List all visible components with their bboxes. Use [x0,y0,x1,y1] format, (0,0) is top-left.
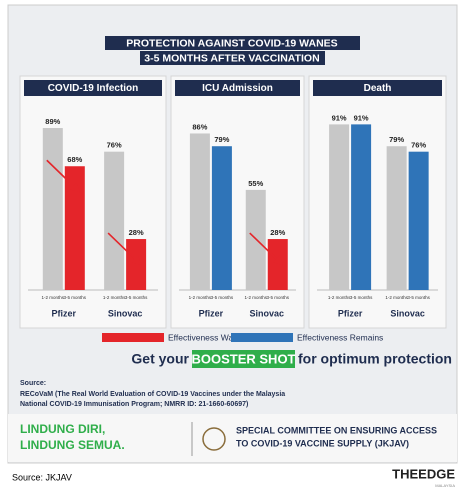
x-tick-label: Pfizer [52,308,77,318]
panel-title: ICU Admission [202,83,273,94]
x-tick-label: Sinovac [250,308,285,318]
value-label: 86% [192,122,207,131]
bar [64,166,85,290]
value-label: 91% [332,113,347,122]
value-label: 91% [354,113,369,122]
value-label: 79% [214,135,229,144]
panel-header [24,80,162,96]
period-label: 1-2 months [42,295,65,300]
legend-label: Effectiveness Wanes [168,332,247,342]
bar [126,239,147,290]
period-label: 1-2 months [385,295,408,300]
bar [189,133,210,290]
bar [329,124,350,290]
legend-swatch [102,333,164,342]
value-label: 55% [248,179,263,188]
bar [408,151,429,290]
credit: Source: JKJAV [12,472,72,482]
bar [104,151,125,290]
brand-region: MALAYSIA [435,483,455,488]
slogan: LINDUNG DIRI, [20,422,105,436]
brand: THEEDGE [392,466,455,481]
committee: SPECIAL COMMITTEE ON ENSURING ACCESS [236,425,437,435]
title-box [140,51,325,65]
source-line: National COVID-19 Immunisation Program; … [20,401,248,408]
title-box [105,36,360,50]
period-label: 1-2 months [328,295,351,300]
x-tick-label: Pfizer [199,308,224,318]
period-label: 3-5 months [64,295,87,300]
crest [202,427,226,451]
value-label: 68% [67,155,82,164]
value-label: 76% [411,141,426,150]
footer-band [8,414,457,462]
period-label: 3-5 months [125,295,148,300]
period-label: 3-5 months [211,295,234,300]
committee: TO COVID-19 VACCINE SUPPLY (JKJAV) [236,438,409,448]
value-label: 28% [129,228,144,237]
x-tick-label: Sinovac [108,308,143,318]
value-label: 89% [45,117,60,126]
trend-arrow [46,159,81,193]
booster-highlight: BOOSTER SHOT [191,351,295,366]
value-label: 28% [270,228,285,237]
trend-arrow [107,232,142,266]
booster-box [192,350,295,368]
title: PROTECTION AGAINST COVID-19 WANES [126,37,337,49]
panel-title: COVID-19 Infection [48,83,139,94]
panel-header [313,80,442,96]
x-tick-label: Sinovac [390,308,425,318]
period-label: 1-2 months [245,295,268,300]
bar [211,146,232,290]
period-label: 3-5 months [407,295,430,300]
title: 3-5 MONTHS AFTER VACCINATION [144,52,319,64]
period-label: 3-5 months [267,295,290,300]
legend-swatch [231,333,293,342]
bar [351,124,372,290]
booster-text: Get your [131,351,189,367]
value-label: 76% [107,141,122,150]
bar [386,146,407,290]
period-label: 3-5 months [350,295,373,300]
panel-header [175,80,300,96]
period-label: 1-2 months [189,295,212,300]
booster-text: for optimum protection [298,351,452,367]
x-tick-label: Pfizer [338,308,363,318]
slogan: LINDUNG SEMUA. [20,438,125,452]
bar [42,128,63,290]
source-heading: Source: [20,380,46,387]
bar [267,239,288,290]
period-label: 1-2 months [103,295,126,300]
value-label: 79% [389,135,404,144]
legend-label: Effectiveness Remains [297,332,383,342]
trend-arrow [249,232,284,266]
panel-title: Death [364,83,392,94]
source-line: RECoVaM (The Real World Evaluation of CO… [20,391,285,398]
